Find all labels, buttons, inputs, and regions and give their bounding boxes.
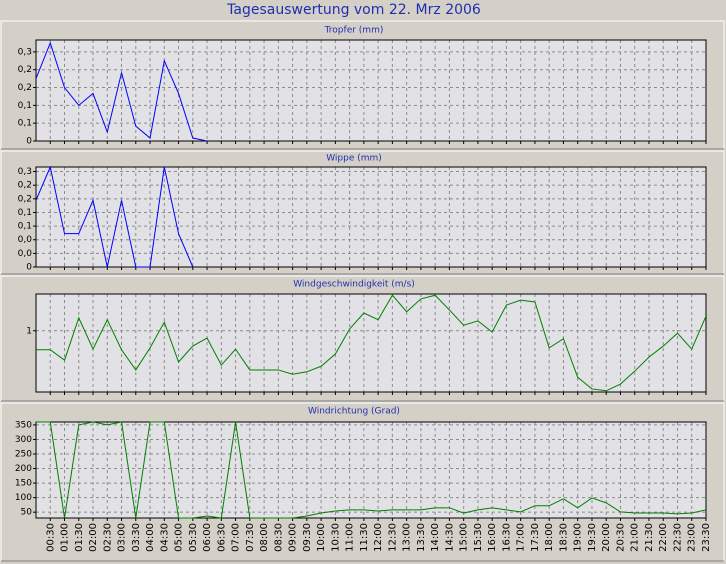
x-tick-label: 17:30 bbox=[530, 523, 541, 552]
data-line bbox=[36, 421, 706, 519]
x-tick-label: 15:30 bbox=[473, 523, 484, 552]
y-tick-label: 0,0 bbox=[18, 249, 33, 259]
x-tick-label: 03:30 bbox=[131, 523, 142, 552]
x-tick-label: 08:00 bbox=[259, 523, 270, 552]
plot: 50 100 150 200 250 300 350 00:30 01:00 01:30 02:00… bbox=[15, 420, 712, 551]
x-tick-label: 02:00 bbox=[88, 523, 99, 552]
x-tick-label: 05:00 bbox=[174, 523, 185, 552]
x-tick-label: 23:00 bbox=[687, 523, 698, 552]
x-tick-label: 01:30 bbox=[74, 523, 85, 552]
x-tick-label: 04:30 bbox=[159, 523, 170, 552]
x-tick-label: 09:00 bbox=[288, 523, 299, 552]
x-tick-label: 12:00 bbox=[373, 523, 384, 552]
x-tick-label: 07:30 bbox=[245, 523, 256, 552]
y-tick-label: 0,2 bbox=[18, 65, 32, 75]
x-tick-label: 23:30 bbox=[701, 523, 712, 552]
x-tick-label: 15:00 bbox=[459, 523, 470, 552]
y-tick-label: 0,2 bbox=[18, 194, 32, 204]
panel-title: Wippe (mm) bbox=[326, 154, 382, 164]
x-tick-label: 06:00 bbox=[202, 523, 213, 552]
panel-title: Windrichtung (Grad) bbox=[308, 407, 400, 417]
x-tick-label: 19:30 bbox=[587, 523, 598, 552]
x-tick-label: 22:30 bbox=[672, 523, 683, 552]
y-tick-label: 0,0 bbox=[18, 235, 33, 245]
x-tick-label: 11:30 bbox=[359, 523, 370, 552]
panel-title: Tropfer (mm) bbox=[324, 26, 384, 36]
y-tick-label: 250 bbox=[15, 450, 32, 460]
y-tick-label: 1 bbox=[26, 326, 32, 336]
x-tick-label: 10:00 bbox=[316, 523, 327, 552]
data-line bbox=[36, 294, 706, 392]
y-tick-label: 300 bbox=[15, 435, 32, 445]
x-tick-label: 03:00 bbox=[117, 523, 128, 552]
x-tick-label: 21:30 bbox=[644, 523, 655, 552]
x-tick-label: 07:00 bbox=[231, 523, 242, 552]
x-tick-label: 14:30 bbox=[444, 523, 455, 552]
x-tick-label: 21:00 bbox=[630, 523, 641, 552]
plot-area bbox=[36, 422, 706, 518]
y-tick-label: 0,3 bbox=[18, 47, 32, 57]
plot-frame bbox=[35, 39, 707, 142]
panel-title: Windgeschwindigkeit (m/s) bbox=[293, 280, 415, 290]
x-tick-label: 16:30 bbox=[501, 523, 512, 552]
data-line bbox=[36, 41, 208, 142]
x-tick-label: 18:00 bbox=[544, 523, 555, 552]
x-tick-label: 08:30 bbox=[273, 523, 284, 552]
x-tick-label: 01:00 bbox=[60, 523, 71, 552]
plot-area bbox=[36, 167, 706, 267]
x-tick-label: 02:30 bbox=[102, 523, 113, 552]
data-line bbox=[36, 166, 194, 268]
plot-frame bbox=[35, 166, 707, 268]
x-tick-label: 14:00 bbox=[430, 523, 441, 552]
plot: 0 0,0 0,0 0,1 0,1 0,2 0,2 0,3 bbox=[18, 166, 707, 273]
x-tick-label: 11:00 bbox=[345, 523, 356, 552]
x-tick-label: 04:00 bbox=[145, 523, 156, 552]
x-tick-label: 22:00 bbox=[658, 523, 669, 552]
x-tick-label: 18:30 bbox=[558, 523, 569, 552]
x-tick-label: 00:30 bbox=[45, 523, 56, 552]
y-tick-label: 0 bbox=[26, 263, 32, 273]
x-tick-label: 09:30 bbox=[302, 523, 313, 552]
y-tick-label: 0,1 bbox=[18, 222, 32, 232]
page-title: Tagesauswertung vom 22. Mrz 2006 bbox=[226, 2, 481, 18]
y-tick-label: 0 bbox=[26, 137, 32, 147]
x-tick-label: 20:30 bbox=[615, 523, 626, 552]
x-tick-label: 13:00 bbox=[402, 523, 413, 552]
x-tick-label: 05:30 bbox=[188, 523, 199, 552]
plot: 0 0,1 0,1 0,2 0,2 0,3 bbox=[18, 39, 707, 147]
y-tick-label: 150 bbox=[15, 479, 32, 489]
y-tick-label: 0,2 bbox=[18, 83, 32, 93]
plot-frame bbox=[35, 421, 707, 519]
y-tick-label: 350 bbox=[15, 420, 32, 430]
x-tick-label: 12:30 bbox=[387, 523, 398, 552]
x-tick-label: 17:00 bbox=[516, 523, 527, 552]
plot-frame bbox=[35, 293, 707, 393]
x-tick-label: 16:00 bbox=[487, 523, 498, 552]
x-tick-label: 20:00 bbox=[601, 523, 612, 552]
y-tick-label: 100 bbox=[15, 493, 32, 503]
y-tick-label: 50 bbox=[21, 508, 33, 518]
y-tick-label: 200 bbox=[15, 464, 32, 474]
plot-area bbox=[36, 294, 706, 392]
plot: 1 bbox=[26, 293, 707, 395]
y-tick-label: 0,1 bbox=[18, 119, 32, 129]
x-tick-label: 10:30 bbox=[330, 523, 341, 552]
x-tick-label: 19:00 bbox=[573, 523, 584, 552]
y-tick-label: 0,2 bbox=[18, 181, 32, 191]
x-tick-label: 13:30 bbox=[416, 523, 427, 552]
plot-area bbox=[36, 40, 706, 141]
y-tick-label: 0,1 bbox=[18, 208, 32, 218]
x-tick-label: 06:30 bbox=[216, 523, 227, 552]
y-tick-label: 0,3 bbox=[18, 167, 32, 177]
y-tick-label: 0,1 bbox=[18, 101, 32, 111]
